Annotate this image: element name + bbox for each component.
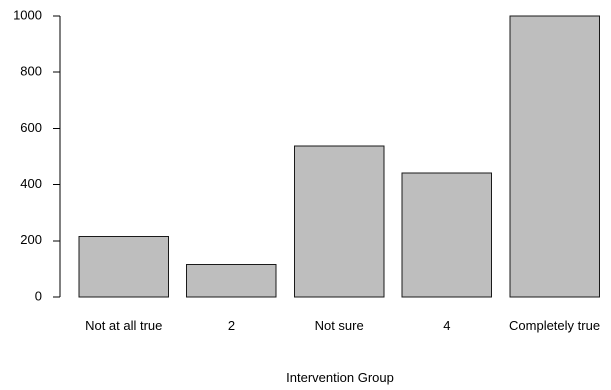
x-axis-labels: Not at all true 2 Not sure 4 Completely true xyxy=(85,318,600,333)
x-category-label: Completely true xyxy=(509,318,600,333)
bars xyxy=(78,15,600,298)
x-axis-title: Intervention Group xyxy=(286,370,394,385)
y-tick-label: 1000 xyxy=(13,7,42,22)
x-category-label: 2 xyxy=(228,318,235,333)
y-tick-label: 400 xyxy=(20,176,42,191)
bar xyxy=(186,264,277,298)
y-tick-label: 200 xyxy=(20,232,42,247)
x-category-label: Not at all true xyxy=(85,318,162,333)
bar xyxy=(401,172,493,298)
x-category-label: Not sure xyxy=(315,318,364,333)
y-tick-label: 800 xyxy=(20,64,42,79)
y-tick-label: 600 xyxy=(20,120,42,135)
bar xyxy=(509,15,600,298)
x-category-label: 4 xyxy=(443,318,450,333)
y-tick-label: 0 xyxy=(35,288,42,303)
y-axis: 0 200 400 600 800 1000 xyxy=(13,7,61,303)
bar xyxy=(78,236,169,298)
bar xyxy=(293,145,385,298)
